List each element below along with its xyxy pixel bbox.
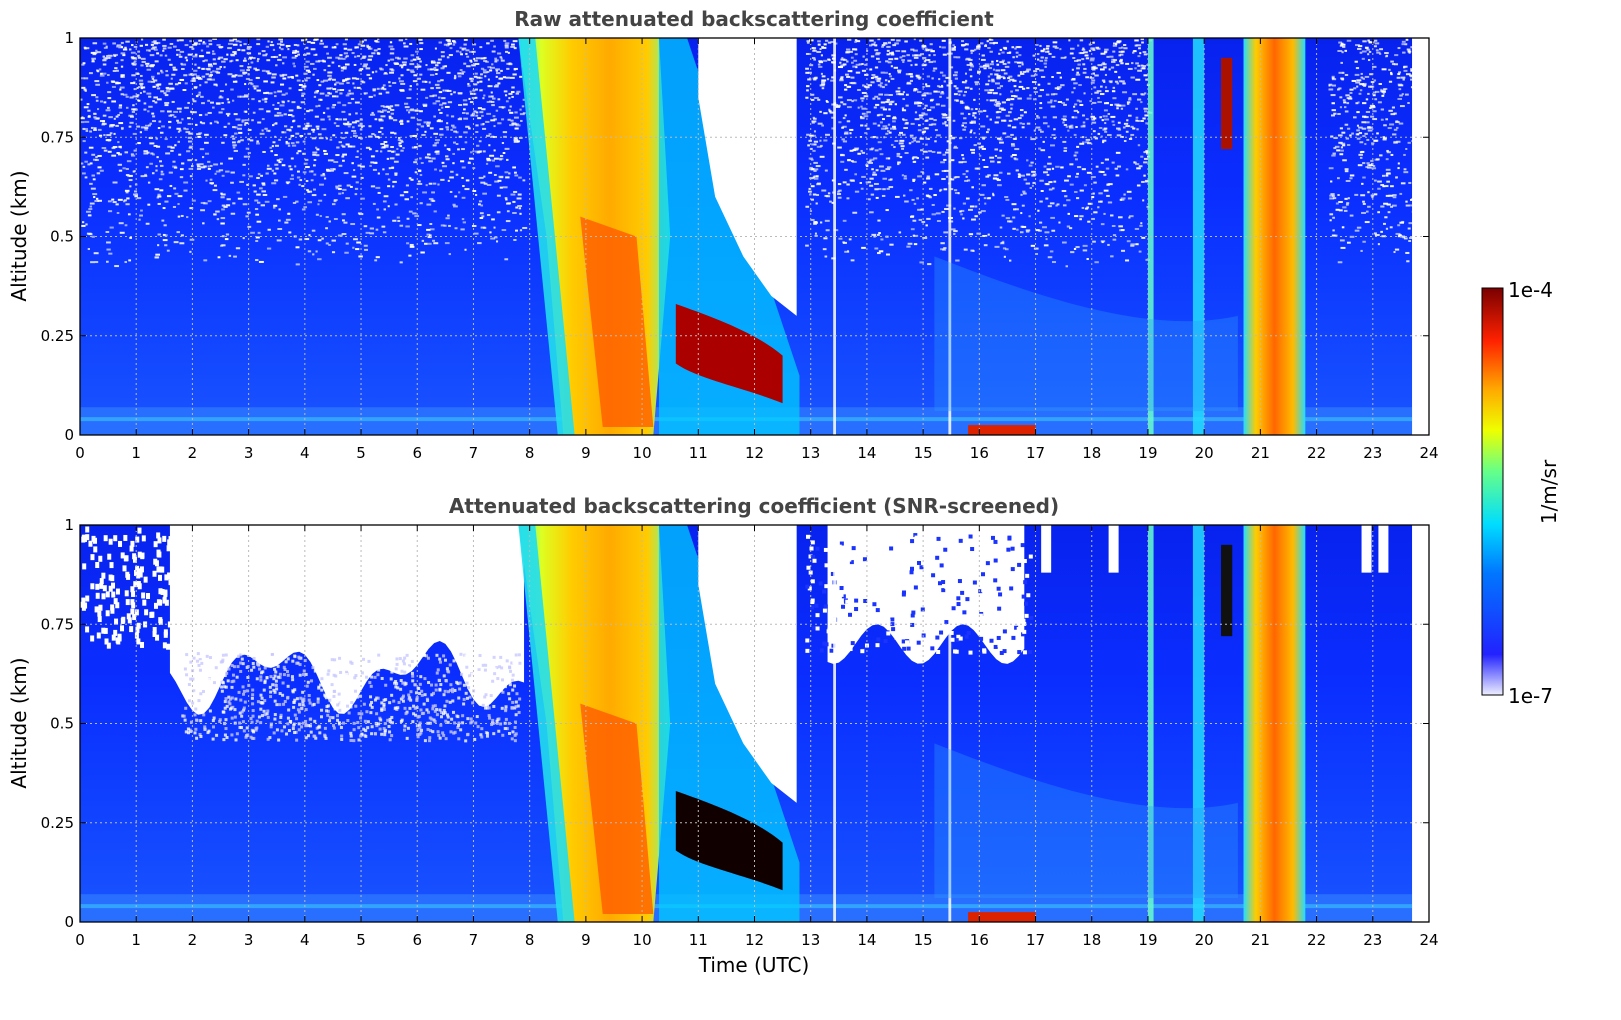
x-tick-label: 23 [1363,931,1382,949]
streak [948,525,952,922]
x-tick-label: 21 [1251,931,1270,949]
panel-title: Raw attenuated backscattering coefficien… [514,7,994,31]
x-tick-label: 19 [1138,931,1157,949]
x-tick-label: 2 [188,931,198,949]
x-axis: 0 1 2 3 4 5 6 7 8 9 10 11 12 13 14 15 16 17 18 19 20 21 22 23 24 [75,38,1439,462]
x-axis-label: Time (UTC) [698,953,810,977]
streak [1192,38,1205,435]
y-tick-label: 1 [64,516,74,534]
x-tick-label: 12 [745,931,764,949]
x-tick-label: 9 [581,931,591,949]
x-tick-label: 22 [1307,444,1326,462]
plume-core [1221,544,1233,637]
x-tick-label: 8 [525,444,535,462]
x-tick-label: 16 [970,444,989,462]
x-tick-label: 11 [689,444,708,462]
x-tick-label: 7 [469,931,479,949]
colorbar-gradient [1481,287,1504,696]
x-tick-label: 14 [857,931,876,949]
x-tick-label: 1 [131,444,141,462]
colorbar: 1e-4 1e-7 1/m/sr [1481,278,1561,708]
y-tick-label: 0.25 [41,814,74,832]
x-tick-label: 10 [633,444,652,462]
x-tick-label: 3 [244,444,254,462]
plume-core [580,216,654,428]
y-tick-label: 0 [64,913,74,931]
x-tick-label: 20 [1195,931,1214,949]
x-tick-label: 6 [412,931,422,949]
grid [80,38,1429,435]
colorbar-min-label: 1e-7 [1508,684,1553,708]
x-tick-label: 1 [131,931,141,949]
x-tick-label: 17 [1026,931,1045,949]
y-axis: 0 0.25 0.5 0.75 1 [41,29,1429,444]
colorbar-unit-label: 1/m/sr [1537,459,1561,524]
plume-core [675,303,783,404]
x-tick-label: 5 [356,444,366,462]
x-tick-label: 24 [1419,444,1438,462]
x-tick-label: 6 [412,444,422,462]
x-tick-label: 0 [75,444,85,462]
x-tick-label: 19 [1138,444,1157,462]
y-axis-label: Altitude (km) [7,170,31,301]
no-signal-region [698,525,797,803]
x-tick-label: 2 [188,444,198,462]
y-axis-label: Altitude (km) [7,657,31,788]
surface-layer [968,425,1036,435]
streak [833,525,837,922]
x-axis: 0 1 2 3 4 5 6 7 8 9 10 11 12 13 14 15 16 17 18 19 20 21 22 23 24 [75,525,1439,949]
x-tick-label: 20 [1195,444,1214,462]
x-tick-label: 13 [801,444,820,462]
streak [1192,525,1205,922]
y-tick-label: 1 [64,29,74,47]
y-tick-label: 0 [64,426,74,444]
no-signal-region [698,38,797,316]
x-tick-label: 22 [1307,931,1326,949]
surface-layer [968,912,1036,922]
plume-core [580,703,654,915]
x-tick-label: 9 [581,444,591,462]
x-tick-label: 10 [633,931,652,949]
x-tick-label: 11 [689,931,708,949]
x-tick-label: 15 [914,931,933,949]
x-tick-label: 14 [857,444,876,462]
x-tick-label: 4 [300,444,310,462]
panel-title: Attenuated backscattering coefficient (S… [449,494,1059,518]
screened-region [80,525,1389,743]
streak [948,38,952,435]
grid [80,525,1429,922]
colorbar-max-label: 1e-4 [1508,278,1553,302]
x-tick-label: 13 [801,931,820,949]
y-axis: 0 0.25 0.5 0.75 1 [41,516,1429,931]
y-tick-label: 0.25 [41,327,74,345]
x-tick-label: 5 [356,931,366,949]
plume-core [1221,57,1233,150]
x-tick-label: 24 [1419,931,1438,949]
x-tick-label: 15 [914,444,933,462]
y-tick-label: 0.5 [50,228,74,246]
x-tick-label: 16 [970,931,989,949]
x-tick-label: 0 [75,931,85,949]
x-tick-label: 18 [1082,444,1101,462]
y-tick-label: 0.5 [50,715,74,733]
x-tick-label: 17 [1026,444,1045,462]
panel-raw: Raw attenuated backscattering coefficien… [7,7,1439,462]
plume-core [675,790,783,891]
x-tick-label: 3 [244,931,254,949]
x-tick-label: 4 [300,931,310,949]
x-tick-label: 21 [1251,444,1270,462]
x-tick-label: 23 [1363,444,1382,462]
x-tick-label: 12 [745,444,764,462]
haze [934,743,1238,899]
y-tick-label: 0.75 [41,615,74,633]
x-tick-label: 8 [525,931,535,949]
y-tick-label: 0.75 [41,128,74,146]
x-tick-label: 18 [1082,931,1101,949]
streak [833,38,837,435]
panel-screened: Attenuated backscattering coefficient (S… [7,494,1439,977]
haze [934,256,1238,412]
x-tick-label: 7 [469,444,479,462]
